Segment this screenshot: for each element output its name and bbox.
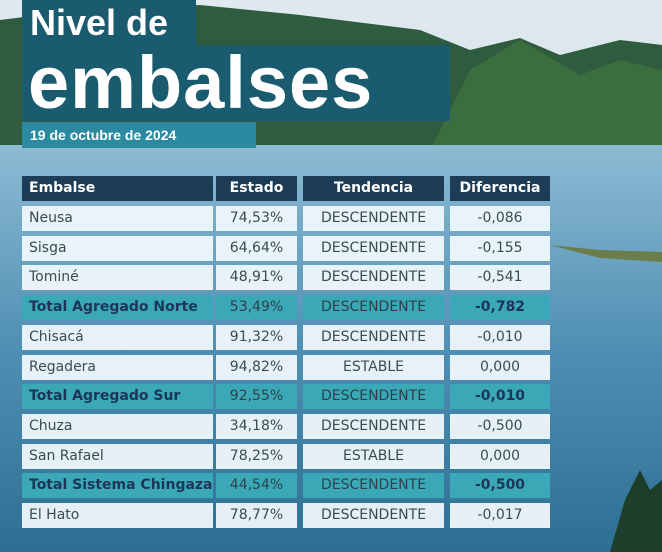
column-header: Embalse — [22, 176, 213, 201]
table-cell: 0,000 — [450, 443, 550, 469]
table-cell: San Rafael — [22, 443, 213, 469]
table-cell: -0,017 — [450, 503, 550, 528]
total-cell: -0,500 — [450, 473, 550, 499]
total-cell: 53,49% — [216, 295, 297, 321]
total-cell: Total Sistema Chingaza — [22, 473, 213, 499]
date: 19 de octubre de 2024 — [22, 122, 256, 148]
table-cell: -0,500 — [450, 413, 550, 439]
table-cell: -0,155 — [450, 235, 550, 261]
total-cell: Total Agregado Sur — [22, 384, 213, 410]
table-cell: El Hato — [22, 503, 213, 528]
table-cell: 74,53% — [216, 206, 297, 231]
table-cell: Chuza — [22, 413, 213, 439]
table-cell: -0,010 — [450, 324, 550, 350]
table-cell: -0,541 — [450, 265, 550, 291]
table-cell: 48,91% — [216, 265, 297, 291]
table-cell: DESCENDENTE — [303, 206, 444, 231]
table-cell: 94,82% — [216, 354, 297, 380]
table-cell: -0,086 — [450, 206, 550, 231]
total-cell: DESCENDENTE — [303, 384, 444, 410]
table-cell: ESTABLE — [303, 443, 444, 469]
table-cell: DESCENDENTE — [303, 235, 444, 261]
table-cell: 91,32% — [216, 324, 297, 350]
column-header: Diferencia — [450, 176, 550, 201]
total-cell: -0,010 — [450, 384, 550, 410]
total-cell: 44,54% — [216, 473, 297, 499]
table-cell: 64,64% — [216, 235, 297, 261]
title-line: Nivel de — [22, 0, 196, 46]
table-cell: DESCENDENTE — [303, 413, 444, 439]
total-cell: DESCENDENTE — [303, 295, 444, 321]
table-cell: DESCENDENTE — [303, 503, 444, 528]
table-cell: 78,25% — [216, 443, 297, 469]
table-cell: DESCENDENTE — [303, 265, 444, 291]
table-cell: Tominé — [22, 265, 213, 291]
table-cell: Chisacá — [22, 324, 213, 350]
table-cell: Neusa — [22, 206, 213, 231]
table-cell: 34,18% — [216, 413, 297, 439]
total-cell: DESCENDENTE — [303, 473, 444, 499]
table-cell: 0,000 — [450, 354, 550, 380]
column-header: Estado — [216, 176, 297, 201]
table-cell: 78,77% — [216, 503, 297, 528]
table-cell: ESTABLE — [303, 354, 444, 380]
total-cell: -0,782 — [450, 295, 550, 321]
table-cell: Regadera — [22, 354, 213, 380]
total-cell: Total Agregado Norte — [22, 295, 213, 321]
table-cell: DESCENDENTE — [303, 324, 444, 350]
title-line: embalses — [22, 45, 450, 121]
total-cell: 92,55% — [216, 384, 297, 410]
table-cell: Sisga — [22, 235, 213, 261]
column-header: Tendencia — [303, 176, 444, 201]
